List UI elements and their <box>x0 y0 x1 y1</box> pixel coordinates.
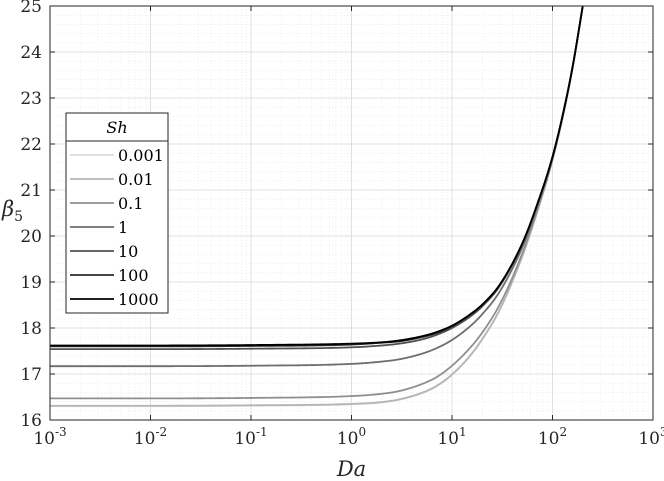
legend-item: 0.001 <box>70 146 164 165</box>
x-tick-label: 10-1 <box>234 425 267 449</box>
legend-item: 1 <box>70 218 128 237</box>
legend: Sh 0.001 0.01 0.1 1 10 100 1000 <box>65 112 169 314</box>
series-line-1000 <box>50 5 584 347</box>
legend-label: 1000 <box>118 290 159 309</box>
x-tick-label-exponent: 0 <box>359 425 367 439</box>
series-layer <box>50 5 584 408</box>
x-tick-label: 10-3 <box>33 425 66 449</box>
y-tick-label: 20 <box>20 227 42 247</box>
y-tick-label: 22 <box>20 135 42 155</box>
legend-item: 100 <box>70 266 149 285</box>
y-tick-labels: 16 17 18 19 20 21 22 23 24 25 <box>20 0 42 431</box>
legend-title: Sh <box>106 118 127 137</box>
legend-item: 10 <box>70 242 138 261</box>
legend-label: 1 <box>118 218 128 237</box>
legend-item: 0.1 <box>70 194 143 213</box>
x-tick-label-base: 10 <box>337 429 359 449</box>
y-tick-label: 19 <box>20 273 42 293</box>
x-tick-label-exponent: 1 <box>459 425 467 439</box>
x-tick-label: 102 <box>538 425 567 449</box>
legend-label: 0.1 <box>118 194 143 213</box>
y-axis-label-main: β <box>1 197 14 221</box>
x-tick-label-base: 10 <box>437 429 459 449</box>
x-tick-label-exponent: 2 <box>560 425 568 439</box>
x-tick-label: 10-2 <box>134 425 167 449</box>
legend-item: 0.01 <box>70 170 154 189</box>
legend-box <box>65 112 169 314</box>
x-tick-label: 100 <box>337 425 366 449</box>
y-tick-label: 23 <box>20 89 42 109</box>
x-tick-label: 101 <box>437 425 466 449</box>
x-tick-label-base: 10 <box>638 429 660 449</box>
x-tick-labels: 10-3 10-2 10-1 100 101 102 103 <box>33 425 664 449</box>
y-tick-label: 16 <box>20 411 42 431</box>
y-tick-label: 18 <box>20 319 42 339</box>
legend-label: 0.01 <box>118 170 154 189</box>
y-tick-label: 21 <box>20 181 42 201</box>
legend-label: 0.001 <box>118 146 164 165</box>
y-tick-label: 24 <box>20 43 42 63</box>
y-axis-label-subscript: 5 <box>14 209 23 225</box>
legend-label: 100 <box>118 266 149 285</box>
legend-label: 10 <box>118 242 138 261</box>
x-tick-label-exponent: 3 <box>660 425 664 439</box>
x-tick-label-exponent: -3 <box>55 425 67 439</box>
tick-marks <box>49 5 654 421</box>
y-tick-label: 25 <box>20 0 42 17</box>
legend-items: 0.001 0.01 0.1 1 10 100 1000 <box>70 146 164 309</box>
legend-item: 1000 <box>70 290 159 309</box>
x-tick-label-base: 10 <box>538 429 560 449</box>
x-tick-label-base: 10 <box>134 429 156 449</box>
x-tick-label-base: 10 <box>234 429 256 449</box>
y-tick-label: 17 <box>20 365 42 385</box>
minor-grid <box>50 6 653 420</box>
y-axis-label: β5 <box>1 197 23 225</box>
x-axis-label: Da <box>336 457 366 481</box>
x-tick-label-base: 10 <box>33 429 55 449</box>
x-tick-label-exponent: -2 <box>155 425 167 439</box>
x-tick-label: 103 <box>638 425 664 449</box>
x-tick-label-exponent: -1 <box>256 425 268 439</box>
